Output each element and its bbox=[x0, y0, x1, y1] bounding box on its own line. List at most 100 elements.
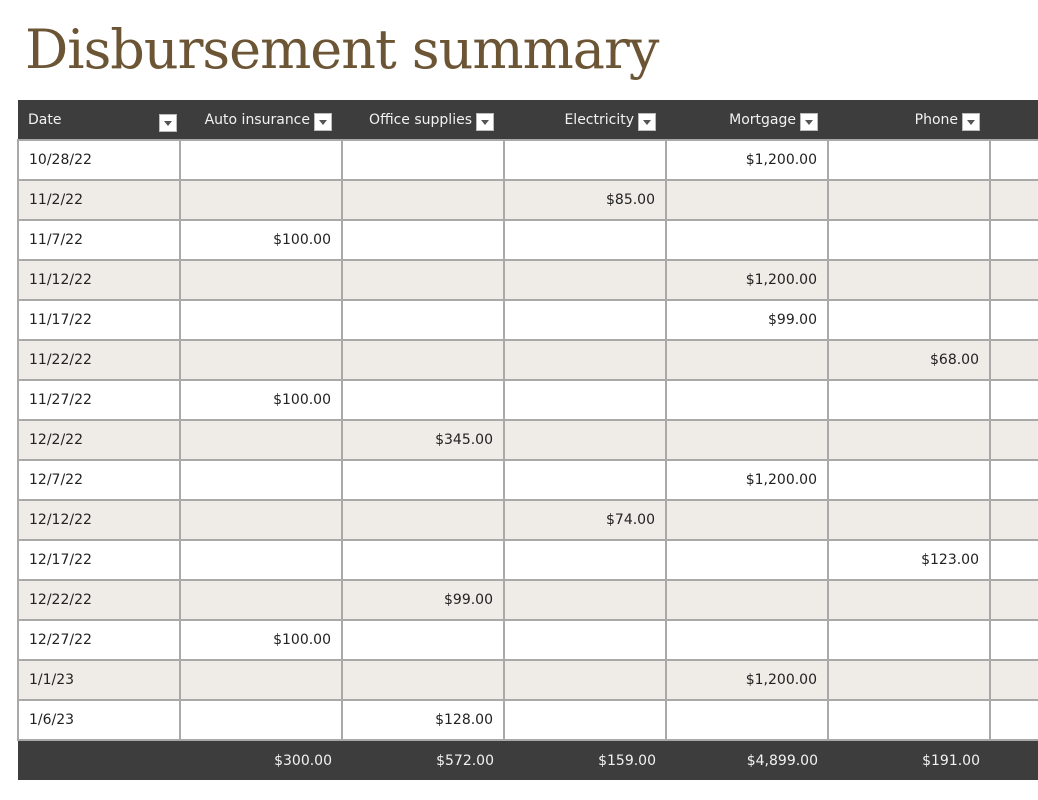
amount-cell[interactable] bbox=[179, 259, 343, 301]
overflow-cell[interactable] bbox=[989, 139, 1038, 181]
amount-cell[interactable] bbox=[827, 179, 991, 221]
amount-cell[interactable]: $100.00 bbox=[179, 379, 343, 421]
date-cell[interactable]: 12/2/22 bbox=[17, 419, 181, 461]
amount-cell[interactable] bbox=[665, 219, 829, 261]
amount-cell[interactable] bbox=[503, 579, 667, 621]
filter-dropdown-icon[interactable] bbox=[800, 112, 818, 131]
amount-cell[interactable] bbox=[827, 619, 991, 661]
overflow-cell[interactable] bbox=[989, 699, 1038, 741]
amount-cell[interactable] bbox=[827, 419, 991, 461]
amount-cell[interactable] bbox=[665, 619, 829, 661]
date-cell[interactable]: 11/17/22 bbox=[17, 299, 181, 341]
amount-cell[interactable] bbox=[341, 219, 505, 261]
date-cell[interactable]: 12/22/22 bbox=[17, 579, 181, 621]
amount-cell[interactable] bbox=[503, 139, 667, 181]
amount-cell[interactable] bbox=[665, 539, 829, 581]
overflow-cell[interactable] bbox=[989, 659, 1038, 701]
date-cell[interactable]: 12/7/22 bbox=[17, 459, 181, 501]
amount-cell[interactable] bbox=[503, 299, 667, 341]
amount-cell[interactable] bbox=[665, 499, 829, 541]
overflow-cell[interactable] bbox=[989, 539, 1038, 581]
amount-cell[interactable] bbox=[341, 459, 505, 501]
filter-dropdown-icon[interactable] bbox=[476, 112, 494, 131]
amount-cell[interactable] bbox=[179, 659, 343, 701]
date-cell[interactable]: 11/7/22 bbox=[17, 219, 181, 261]
amount-cell[interactable] bbox=[503, 259, 667, 301]
amount-cell[interactable] bbox=[827, 299, 991, 341]
date-cell[interactable]: 1/6/23 bbox=[17, 699, 181, 741]
amount-cell[interactable] bbox=[341, 259, 505, 301]
amount-cell[interactable] bbox=[341, 379, 505, 421]
filter-dropdown-icon[interactable] bbox=[159, 114, 177, 132]
amount-cell[interactable] bbox=[827, 259, 991, 301]
amount-cell[interactable] bbox=[827, 459, 991, 501]
amount-cell[interactable] bbox=[827, 139, 991, 181]
amount-cell[interactable]: $100.00 bbox=[179, 219, 343, 261]
amount-cell[interactable] bbox=[179, 499, 343, 541]
amount-cell[interactable] bbox=[341, 539, 505, 581]
filter-dropdown-icon[interactable] bbox=[638, 112, 656, 131]
overflow-cell[interactable] bbox=[989, 259, 1038, 301]
amount-cell[interactable] bbox=[341, 179, 505, 221]
amount-cell[interactable] bbox=[341, 499, 505, 541]
amount-cell[interactable] bbox=[503, 219, 667, 261]
amount-cell[interactable]: $68.00 bbox=[827, 339, 991, 381]
amount-cell[interactable] bbox=[179, 419, 343, 461]
column-header-phone[interactable]: Phone bbox=[828, 100, 990, 140]
filter-dropdown-icon[interactable] bbox=[314, 112, 332, 131]
overflow-cell[interactable] bbox=[989, 179, 1038, 221]
amount-cell[interactable] bbox=[179, 579, 343, 621]
amount-cell[interactable] bbox=[503, 339, 667, 381]
amount-cell[interactable]: $100.00 bbox=[179, 619, 343, 661]
amount-cell[interactable]: $99.00 bbox=[341, 579, 505, 621]
amount-cell[interactable] bbox=[341, 139, 505, 181]
amount-cell[interactable]: $1,200.00 bbox=[665, 139, 829, 181]
amount-cell[interactable] bbox=[503, 539, 667, 581]
amount-cell[interactable]: $128.00 bbox=[341, 699, 505, 741]
amount-cell[interactable] bbox=[503, 659, 667, 701]
amount-cell[interactable]: $1,200.00 bbox=[665, 459, 829, 501]
date-cell[interactable]: 12/17/22 bbox=[17, 539, 181, 581]
amount-cell[interactable]: $345.00 bbox=[341, 419, 505, 461]
overflow-cell[interactable] bbox=[989, 499, 1038, 541]
overflow-cell[interactable] bbox=[989, 299, 1038, 341]
amount-cell[interactable] bbox=[179, 139, 343, 181]
amount-cell[interactable] bbox=[665, 379, 829, 421]
amount-cell[interactable] bbox=[503, 619, 667, 661]
overflow-cell[interactable] bbox=[989, 459, 1038, 501]
amount-cell[interactable] bbox=[341, 659, 505, 701]
overflow-cell[interactable] bbox=[989, 619, 1038, 661]
amount-cell[interactable] bbox=[179, 699, 343, 741]
date-cell[interactable]: 11/2/22 bbox=[17, 179, 181, 221]
amount-cell[interactable] bbox=[665, 419, 829, 461]
amount-cell[interactable] bbox=[503, 459, 667, 501]
amount-cell[interactable] bbox=[827, 699, 991, 741]
amount-cell[interactable] bbox=[179, 339, 343, 381]
amount-cell[interactable]: $99.00 bbox=[665, 299, 829, 341]
amount-cell[interactable] bbox=[503, 419, 667, 461]
date-cell[interactable]: 11/27/22 bbox=[17, 379, 181, 421]
filter-dropdown-icon[interactable] bbox=[962, 112, 980, 131]
amount-cell[interactable] bbox=[179, 179, 343, 221]
amount-cell[interactable] bbox=[341, 339, 505, 381]
amount-cell[interactable] bbox=[827, 579, 991, 621]
amount-cell[interactable] bbox=[179, 299, 343, 341]
amount-cell[interactable]: $1,200.00 bbox=[665, 259, 829, 301]
date-cell[interactable]: 12/12/22 bbox=[17, 499, 181, 541]
amount-cell[interactable] bbox=[503, 379, 667, 421]
overflow-cell[interactable] bbox=[989, 379, 1038, 421]
amount-cell[interactable] bbox=[341, 299, 505, 341]
date-cell[interactable]: 11/22/22 bbox=[17, 339, 181, 381]
amount-cell[interactable]: $85.00 bbox=[503, 179, 667, 221]
amount-cell[interactable] bbox=[827, 499, 991, 541]
amount-cell[interactable] bbox=[665, 179, 829, 221]
amount-cell[interactable] bbox=[827, 219, 991, 261]
amount-cell[interactable] bbox=[665, 579, 829, 621]
amount-cell[interactable]: $1,200.00 bbox=[665, 659, 829, 701]
overflow-cell[interactable] bbox=[989, 339, 1038, 381]
date-cell[interactable]: 11/12/22 bbox=[17, 259, 181, 301]
column-header-electricity[interactable]: Electricity bbox=[504, 100, 666, 140]
amount-cell[interactable]: $123.00 bbox=[827, 539, 991, 581]
amount-cell[interactable] bbox=[827, 379, 991, 421]
amount-cell[interactable] bbox=[665, 699, 829, 741]
